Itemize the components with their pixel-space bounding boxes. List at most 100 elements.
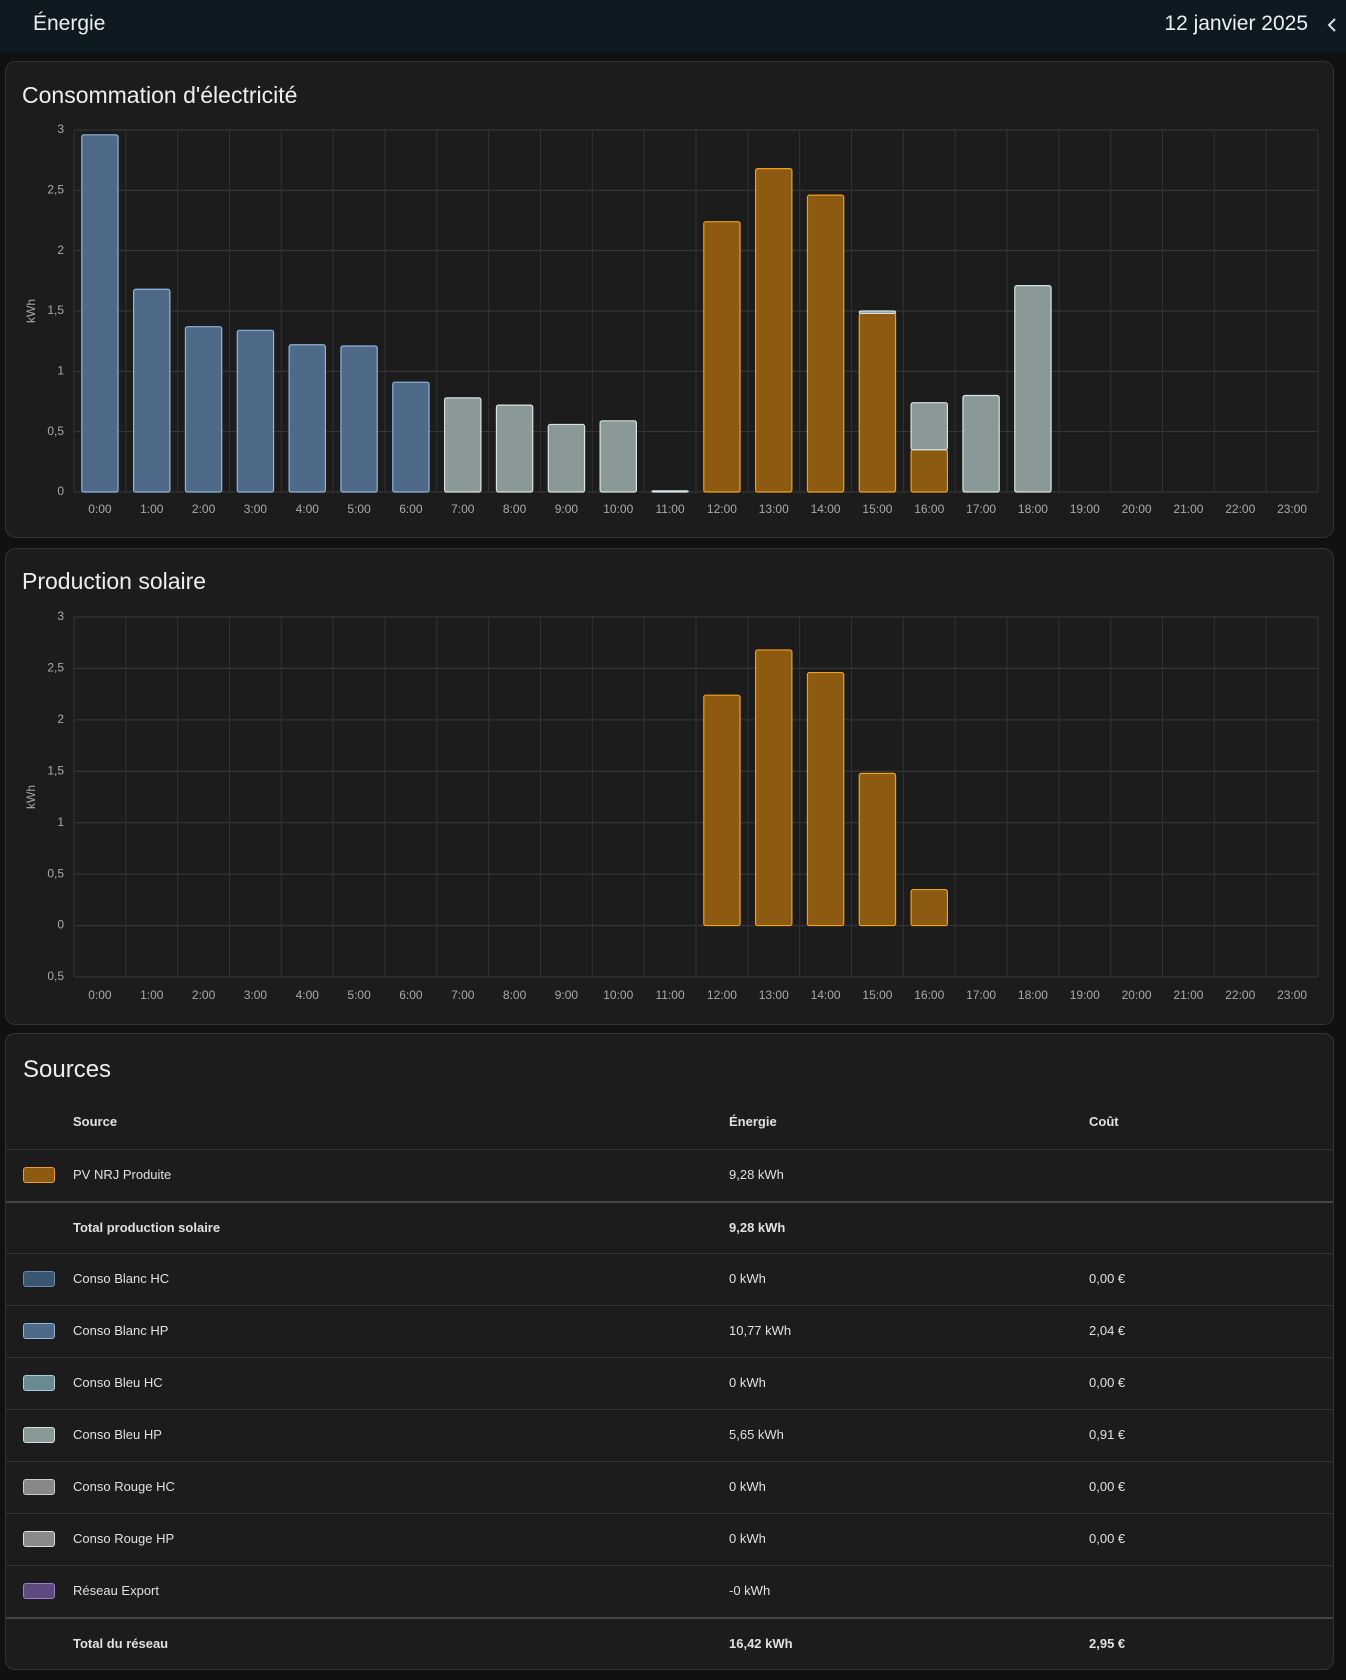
source-name: Conso Blanc HP bbox=[73, 1323, 169, 1338]
x-tick-label: 3:00 bbox=[244, 988, 268, 1002]
x-tick-label: 17:00 bbox=[966, 502, 996, 516]
energy: 9,28 kWh bbox=[729, 1220, 786, 1235]
energy: 9,28 kWh bbox=[729, 1167, 784, 1182]
source-name: PV NRJ Produite bbox=[73, 1167, 172, 1182]
energy: 10,77 kWh bbox=[729, 1323, 792, 1338]
x-tick-label: 20:00 bbox=[1122, 502, 1152, 516]
chart-title: Consommation d'électricité bbox=[22, 82, 297, 108]
chart-card bbox=[5, 61, 1334, 538]
color-swatch bbox=[23, 1271, 55, 1287]
x-tick-label: 23:00 bbox=[1277, 988, 1307, 1002]
bar bbox=[806, 194, 845, 493]
x-tick-label: 0:00 bbox=[88, 988, 112, 1002]
sources-card: Sources Source Énergie Coût PV NRJ Produite… bbox=[5, 1033, 1334, 1670]
x-tick-label: 18:00 bbox=[1018, 502, 1048, 516]
bar bbox=[1014, 285, 1052, 493]
x-tick-label: 1:00 bbox=[140, 988, 164, 1002]
x-tick-label: 9:00 bbox=[555, 988, 579, 1002]
date[interactable]: 12 janvier 2025 bbox=[1164, 12, 1308, 35]
x-tick-label: 6:00 bbox=[399, 988, 423, 1002]
y-tick-label: 1,5 bbox=[47, 763, 64, 777]
x-tick-label: 14:00 bbox=[811, 988, 841, 1002]
x-tick-label: 10:00 bbox=[603, 502, 633, 516]
x-tick-label: 21:00 bbox=[1173, 988, 1203, 1002]
color-swatch bbox=[23, 1479, 55, 1495]
x-tick-label: 10:00 bbox=[603, 988, 633, 1002]
bar bbox=[910, 888, 948, 927]
color-swatch bbox=[23, 1427, 55, 1443]
bar bbox=[288, 344, 326, 493]
x-tick-label: 11:00 bbox=[656, 988, 685, 1002]
bar bbox=[703, 694, 741, 927]
bar bbox=[236, 329, 275, 493]
prev-icon[interactable] bbox=[1326, 16, 1338, 34]
bar bbox=[910, 402, 948, 451]
source-name: Conso Blanc HC bbox=[73, 1271, 170, 1286]
table-row: Conso Bleu HC 0 kWh 0,00 € bbox=[6, 1357, 1333, 1409]
color-swatch bbox=[23, 1375, 55, 1391]
y-tick-label: 0 bbox=[57, 918, 64, 932]
x-tick-label: 11:00 bbox=[656, 502, 685, 516]
energy: 0 kWh bbox=[729, 1375, 766, 1390]
y-tick-label: 0,5 bbox=[47, 969, 64, 983]
table-row: Conso Bleu HP 5,65 kWh 0,91 € bbox=[6, 1409, 1333, 1461]
bar bbox=[806, 671, 845, 927]
x-tick-label: 17:00 bbox=[966, 988, 996, 1002]
source-name: Total du réseau bbox=[73, 1636, 169, 1651]
cost: 0,00 € bbox=[1089, 1375, 1126, 1390]
top-bar: Énergie 12 janvier 2025 bbox=[0, 0, 1346, 52]
bar bbox=[651, 490, 689, 493]
bar bbox=[340, 345, 378, 493]
x-tick-label: 12:00 bbox=[707, 502, 737, 516]
source-name: Total production solaire bbox=[73, 1220, 221, 1235]
source-name: Conso Rouge HC bbox=[73, 1479, 175, 1494]
table-row: Réseau Export -0 kWh bbox=[6, 1565, 1333, 1617]
x-tick-label: 1:00 bbox=[140, 502, 164, 516]
table-row: Total du réseau 16,42 kWh 2,95 € bbox=[6, 1617, 1333, 1669]
energy: 0 kWh bbox=[729, 1271, 766, 1286]
bar bbox=[133, 288, 171, 493]
table-row: PV NRJ Produite 9,28 kWh bbox=[6, 1149, 1333, 1201]
charts: Consommation d'électricité kWh 0 0,5 1 1,5 2 2,… bbox=[5, 61, 1334, 1025]
x-tick-label: 7:00 bbox=[451, 988, 475, 1002]
column-header: Coût bbox=[1089, 1114, 1119, 1129]
cost: 0,00 € bbox=[1089, 1271, 1126, 1286]
column-header: Énergie bbox=[729, 1114, 777, 1129]
bar bbox=[858, 772, 897, 927]
table-row: Conso Blanc HP 10,77 kWh 2,04 € bbox=[6, 1305, 1333, 1357]
bar bbox=[703, 221, 741, 493]
y-tick-label: 3 bbox=[57, 609, 64, 623]
color-swatch bbox=[23, 1531, 55, 1547]
x-tick-label: 3:00 bbox=[244, 502, 268, 516]
y-tick-label: 2 bbox=[57, 243, 64, 257]
bar bbox=[962, 394, 1000, 493]
x-tick-label: 8:00 bbox=[503, 502, 527, 516]
bar bbox=[81, 134, 119, 493]
cost: 0,00 € bbox=[1089, 1531, 1126, 1546]
x-tick-label: 12:00 bbox=[707, 988, 737, 1002]
y-tick-label: 1,5 bbox=[47, 303, 64, 317]
bar bbox=[495, 404, 534, 493]
y-tick-label: 0,5 bbox=[47, 866, 64, 880]
cost: 2,95 € bbox=[1089, 1636, 1126, 1651]
x-tick-label: 7:00 bbox=[451, 502, 475, 516]
source-name: Conso Bleu HC bbox=[73, 1375, 163, 1390]
color-swatch bbox=[23, 1167, 55, 1183]
y-tick-label: 3 bbox=[57, 122, 64, 136]
bar bbox=[599, 420, 637, 493]
x-tick-label: 14:00 bbox=[811, 502, 841, 516]
y-tick-label: 1 bbox=[57, 364, 64, 378]
x-tick-label: 15:00 bbox=[862, 988, 892, 1002]
bar bbox=[858, 312, 897, 493]
y-tick-label: 1 bbox=[57, 815, 64, 829]
energy: 16,42 kWh bbox=[729, 1636, 793, 1651]
x-tick-label: 18:00 bbox=[1018, 988, 1048, 1002]
x-tick-label: 19:00 bbox=[1070, 502, 1100, 516]
cost: 2,04 € bbox=[1089, 1323, 1126, 1338]
source-name: Conso Rouge HP bbox=[73, 1531, 175, 1546]
x-tick-label: 9:00 bbox=[555, 502, 579, 516]
y-tick-label: 0 bbox=[57, 484, 64, 498]
x-tick-label: 22:00 bbox=[1225, 988, 1255, 1002]
table-row: Conso Rouge HC 0 kWh 0,00 € bbox=[6, 1461, 1333, 1513]
